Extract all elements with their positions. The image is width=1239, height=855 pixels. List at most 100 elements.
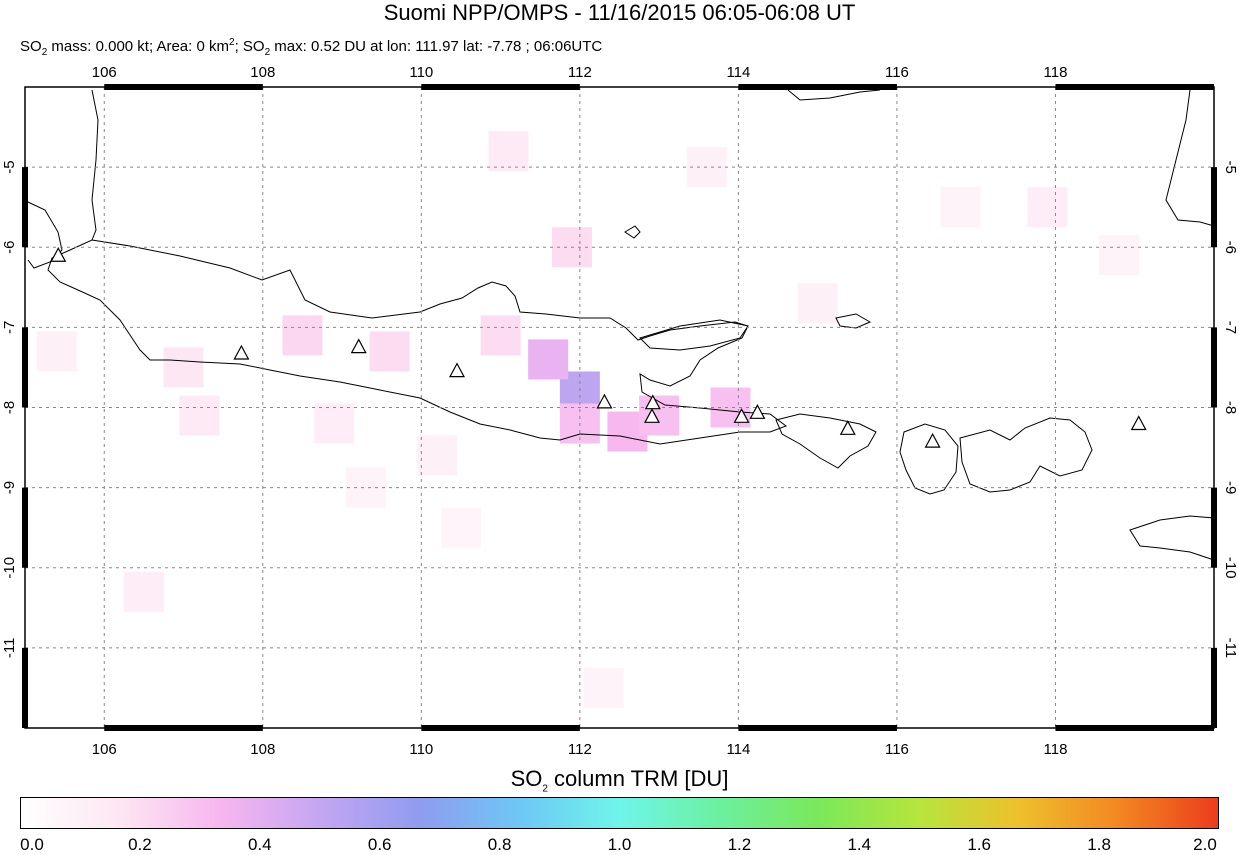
lon-tick-top-114: 114 xyxy=(726,64,750,81)
so2-cell-21 xyxy=(440,507,481,548)
so2-cell-6 xyxy=(480,315,521,356)
lat-tick-right--5: -5 xyxy=(1222,160,1239,173)
colorbar-tick-label: 0.0 xyxy=(20,835,44,854)
edge-bar-bottom xyxy=(1055,725,1214,731)
volcano-icon xyxy=(733,408,750,423)
so2-cell-22 xyxy=(36,331,77,372)
lon-tick-top-110: 110 xyxy=(409,64,433,81)
madura-coastline xyxy=(639,319,749,351)
lon-tick-top-116: 116 xyxy=(885,64,909,81)
volcano-icon xyxy=(233,344,250,360)
so2-cell-19 xyxy=(345,467,386,508)
so2-cell-17 xyxy=(1027,187,1068,228)
so2-cell-12 xyxy=(417,435,458,476)
sumba-coastline xyxy=(1129,515,1215,561)
lon-tick-bottom-116: 116 xyxy=(885,741,909,758)
so2-cell-24 xyxy=(1098,235,1139,276)
so2-summary: SO2 mass: 0.000 kt; Area: 0 km2; SO2 max… xyxy=(20,37,603,58)
axis-edge-bars xyxy=(22,84,1217,731)
colorbar-tick-label: 0.4 xyxy=(247,835,272,854)
map-title: Suomi NPP/OMPS - 11/16/2015 06:05-06:08 … xyxy=(383,0,856,25)
sulawesi-coastline xyxy=(1165,89,1215,227)
lombok-coastline xyxy=(899,423,959,495)
volcano-markers xyxy=(50,246,1147,448)
colorbar xyxy=(20,797,1219,829)
lon-tick-top-106: 106 xyxy=(92,64,117,81)
volcano-icon xyxy=(1130,415,1147,431)
lon-tick-top-112: 112 xyxy=(568,64,592,81)
coastlines xyxy=(27,89,1215,561)
graticule xyxy=(25,87,1214,728)
colorbar-tick-label: 1.0 xyxy=(607,835,632,854)
lon-tick-bottom-110: 110 xyxy=(409,741,433,758)
so2-cell-7 xyxy=(282,315,323,356)
edge-bar-bottom xyxy=(738,725,897,731)
edge-bar-right xyxy=(1211,327,1217,408)
colorbar-tick-label: 1.6 xyxy=(967,835,992,854)
borneo-coastline xyxy=(787,89,881,101)
volcano-icon xyxy=(749,404,766,419)
lat-tick-right--10: -10 xyxy=(1222,557,1239,579)
edge-bar-left xyxy=(22,487,28,568)
so2-cell-13 xyxy=(488,131,529,172)
edge-bar-right xyxy=(1211,647,1217,728)
colorbar-tick-label: 0.2 xyxy=(128,835,152,854)
so2-pixels xyxy=(36,131,1139,708)
lon-tick-bottom-108: 108 xyxy=(250,741,275,758)
lon-tick-bottom-114: 114 xyxy=(726,741,750,758)
bawean-island xyxy=(624,225,641,239)
lon-tick-top-118: 118 xyxy=(1044,64,1068,81)
sumbawa-coastline xyxy=(959,417,1093,493)
lat-tick-right--9: -9 xyxy=(1222,481,1239,494)
colorbar-title: SO2 column TRM [DU] xyxy=(510,766,729,795)
volcano-icon xyxy=(643,408,661,423)
volcano-icon xyxy=(596,393,613,409)
colorbar-tick-label: 1.2 xyxy=(727,835,752,854)
volcano-icon xyxy=(50,246,67,262)
edge-bar-top xyxy=(104,84,263,90)
so2-cell-10 xyxy=(179,395,220,436)
volcano-icon xyxy=(350,338,367,354)
edge-bar-bottom xyxy=(104,725,263,731)
lon-tick-bottom-118: 118 xyxy=(1044,741,1068,758)
lat-tick-left--10: -10 xyxy=(1,557,18,579)
so2-cell-23 xyxy=(940,187,981,228)
colorbar-tick-label: 1.4 xyxy=(847,835,872,854)
java-coastline xyxy=(47,239,788,445)
edge-bar-top xyxy=(738,84,897,90)
so2-cell-11 xyxy=(314,403,355,444)
lon-tick-bottom-106: 106 xyxy=(92,741,117,758)
colorbar-tick-label: 1.8 xyxy=(1087,835,1111,854)
so2-cell-1 xyxy=(528,339,569,380)
so2-cell-20 xyxy=(583,667,624,708)
volcano-icon xyxy=(644,394,661,410)
edge-bar-bottom xyxy=(421,725,580,731)
lat-tick-right--7: -7 xyxy=(1222,321,1239,334)
lat-tick-left--11: -11 xyxy=(1,638,18,659)
edge-bar-right xyxy=(1211,487,1217,568)
edge-bar-top xyxy=(421,84,580,90)
so2-cell-9 xyxy=(163,347,204,388)
axis-tick-labels: 106 106 108 108 110 110 112 112 114 114 116 116 118 1… xyxy=(1,64,1239,758)
lat-tick-left--9: -9 xyxy=(1,481,18,494)
volcano-icon xyxy=(924,432,941,448)
lat-tick-left--7: -7 xyxy=(1,321,18,334)
lat-tick-left--5: -5 xyxy=(1,160,18,173)
edge-bar-right xyxy=(1211,167,1217,248)
edge-bar-left xyxy=(22,167,28,248)
volcano-icon xyxy=(448,362,466,378)
so2-map: 106 106 108 108 110 110 112 112 114 114 116 116 118 1… xyxy=(1,64,1239,758)
edge-bar-top xyxy=(1055,84,1214,90)
lat-tick-left--8: -8 xyxy=(1,401,18,414)
lat-tick-right--11: -11 xyxy=(1222,638,1239,659)
lon-tick-bottom-112: 112 xyxy=(568,741,592,758)
bali-coastline xyxy=(775,413,877,469)
kangean-islands xyxy=(835,313,872,329)
so2-cell-8 xyxy=(369,331,410,372)
colorbar-tick-label: 0.6 xyxy=(367,835,392,854)
lat-tick-right--6: -6 xyxy=(1222,241,1239,254)
so2-cell-16 xyxy=(797,283,838,324)
edge-bar-left xyxy=(22,647,28,728)
lat-tick-left--6: -6 xyxy=(1,241,18,254)
lat-tick-right--8: -8 xyxy=(1222,401,1239,414)
